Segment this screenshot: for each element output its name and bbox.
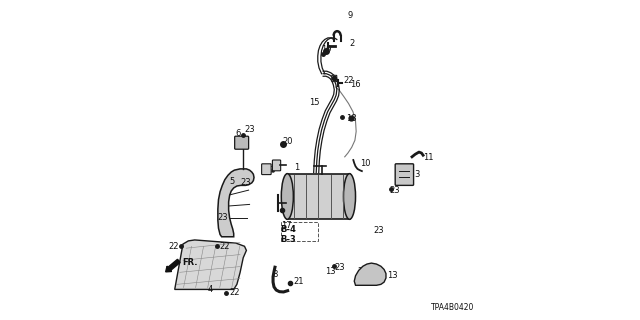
Text: 9: 9 (348, 11, 353, 20)
Text: 23: 23 (357, 267, 368, 276)
Text: 13: 13 (325, 267, 336, 276)
Text: TPA4B0420: TPA4B0420 (431, 303, 474, 312)
Text: 2: 2 (349, 39, 355, 48)
Text: 23: 23 (245, 125, 255, 134)
Text: 3: 3 (414, 170, 420, 179)
Text: 23: 23 (334, 263, 345, 272)
Text: FR.: FR. (182, 258, 198, 267)
Text: 23: 23 (389, 186, 400, 195)
FancyBboxPatch shape (395, 164, 413, 185)
Text: 8: 8 (273, 270, 278, 279)
Text: 18: 18 (346, 114, 356, 123)
Polygon shape (175, 240, 246, 289)
Text: 23: 23 (373, 226, 384, 235)
Text: 22: 22 (220, 242, 230, 251)
Polygon shape (355, 263, 386, 285)
Text: 23: 23 (240, 178, 251, 187)
Text: 22: 22 (344, 76, 355, 84)
FancyArrow shape (166, 259, 180, 272)
Text: 6: 6 (235, 129, 241, 138)
Text: 11: 11 (423, 153, 433, 162)
Text: 10: 10 (360, 159, 370, 168)
Text: 15: 15 (309, 98, 320, 107)
Ellipse shape (282, 174, 293, 219)
Text: 1: 1 (294, 164, 300, 172)
Text: B-4: B-4 (280, 225, 296, 234)
Text: 16: 16 (351, 80, 361, 89)
Text: 5: 5 (229, 177, 234, 186)
Text: 17: 17 (282, 220, 292, 229)
FancyBboxPatch shape (287, 174, 349, 219)
FancyBboxPatch shape (273, 160, 281, 171)
Text: 23: 23 (218, 213, 228, 222)
Text: 4: 4 (208, 285, 213, 294)
FancyBboxPatch shape (332, 75, 337, 82)
Text: B-3: B-3 (280, 236, 296, 244)
Polygon shape (218, 169, 254, 237)
Text: 12: 12 (362, 279, 372, 288)
Text: 21: 21 (293, 277, 303, 286)
FancyBboxPatch shape (262, 164, 271, 175)
Text: 22: 22 (168, 242, 179, 251)
Text: 13: 13 (387, 271, 398, 280)
Text: 20: 20 (283, 137, 293, 146)
Text: 14: 14 (266, 166, 276, 175)
Ellipse shape (344, 174, 356, 219)
FancyBboxPatch shape (235, 136, 248, 149)
Text: 22: 22 (230, 288, 240, 297)
Text: 19: 19 (321, 45, 332, 54)
Text: 7: 7 (269, 166, 275, 175)
